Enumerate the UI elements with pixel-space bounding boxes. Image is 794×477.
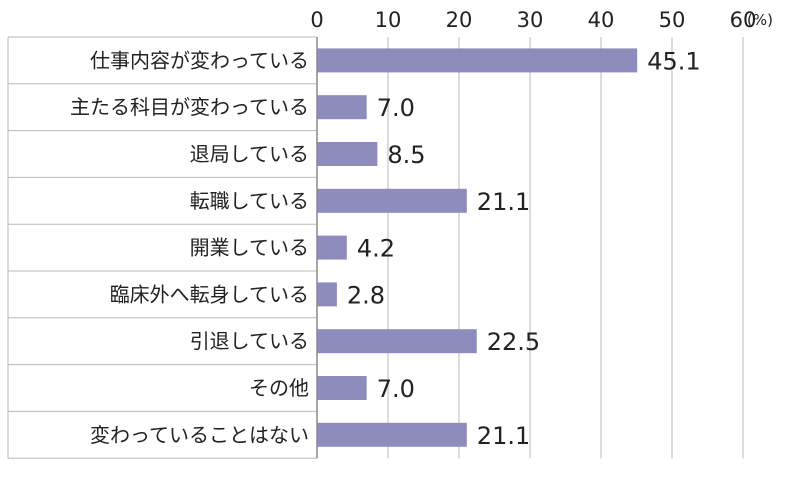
bar <box>317 282 337 307</box>
value-label: 2.8 <box>347 281 385 309</box>
x-tick-label: 10 <box>375 8 402 32</box>
value-label: 7.0 <box>377 375 415 403</box>
x-tick-label: 30 <box>517 8 544 32</box>
bar <box>317 48 638 73</box>
x-tick-label: 0 <box>310 8 323 32</box>
unit-label: (%) <box>747 11 773 29</box>
category-label: 主たる科目が変わっている <box>70 95 309 119</box>
category-label: 転職している <box>190 189 309 213</box>
value-label: 4.2 <box>357 235 395 263</box>
x-tick-label: 20 <box>446 8 473 32</box>
value-label: 22.5 <box>487 328 540 356</box>
bar <box>317 329 477 354</box>
value-label: 21.1 <box>477 422 530 450</box>
category-label: 退局している <box>190 142 309 166</box>
bar <box>317 235 347 260</box>
category-label: 臨床外へ転身している <box>110 282 309 306</box>
category-label: 変わっていることはない <box>90 423 309 447</box>
category-label: 開業している <box>190 236 309 260</box>
bar <box>317 422 467 447</box>
x-tick-label: 50 <box>659 8 686 32</box>
value-label: 45.1 <box>647 47 700 75</box>
bar <box>317 142 378 166</box>
bar <box>317 376 367 400</box>
value-label: 7.0 <box>377 94 415 122</box>
value-label: 8.5 <box>387 141 425 169</box>
x-tick-label: 60 <box>730 8 757 32</box>
bar <box>317 95 367 120</box>
bar <box>317 188 467 213</box>
x-tick-label: 40 <box>588 8 615 32</box>
category-label: その他 <box>249 376 309 400</box>
value-label: 21.1 <box>477 188 530 216</box>
category-label: 引退している <box>190 329 309 353</box>
category-label: 仕事内容が変わっている <box>90 48 309 72</box>
